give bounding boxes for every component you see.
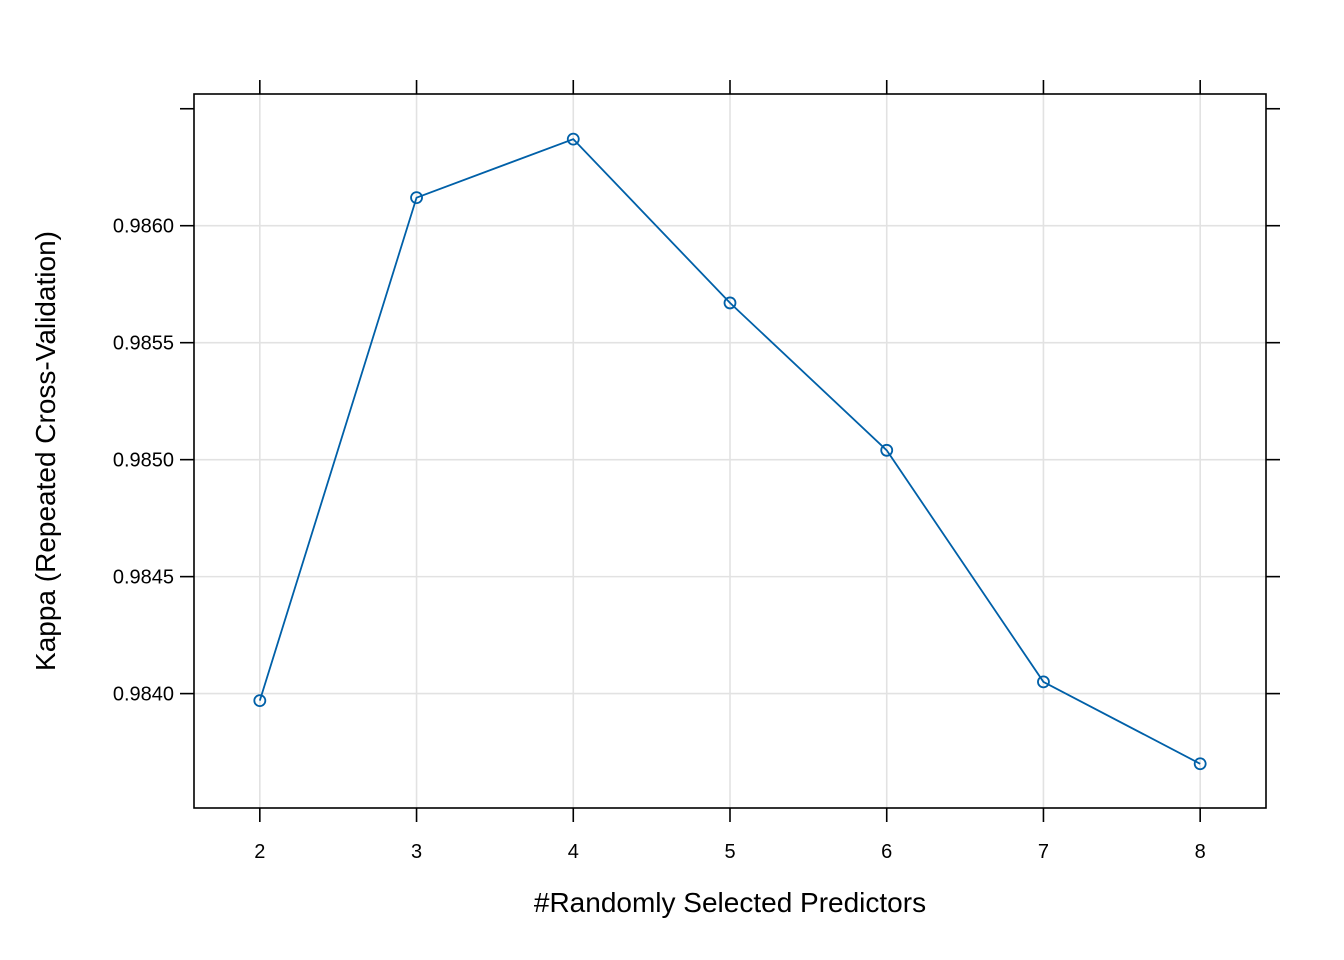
x-tick-label: 6 xyxy=(881,841,892,863)
y-tick-label: 0.9845 xyxy=(113,567,174,589)
x-tick-label: 2 xyxy=(254,841,265,863)
x-tick-label: 3 xyxy=(411,841,422,863)
x-tick-label: 4 xyxy=(568,841,579,863)
data-series xyxy=(253,132,1207,771)
x-tick-label: 8 xyxy=(1195,841,1206,863)
data-point xyxy=(253,694,267,708)
data-point xyxy=(723,296,737,310)
x-tick-label: 5 xyxy=(724,841,735,863)
x-axis-title: #Randomly Selected Predictors xyxy=(534,887,926,918)
y-axis-title: Kappa (Repeated Cross-Validation) xyxy=(30,231,61,671)
y-tick-label: 0.9840 xyxy=(113,684,174,706)
data-point xyxy=(566,132,580,146)
axes: 2 3 4 5 6 7 8 0.9840 0.9845 0.9850 0.9855 0.9860 xyxy=(113,80,1280,863)
data-point xyxy=(410,191,423,205)
data-point xyxy=(1037,675,1050,689)
y-tick-label: 0.9855 xyxy=(113,333,174,355)
y-tick-label: 0.9860 xyxy=(113,216,174,238)
series-line-0 xyxy=(258,138,1201,765)
y-tick-label: 0.9850 xyxy=(113,450,174,472)
x-tick-label: 7 xyxy=(1038,841,1049,863)
data-point xyxy=(1193,757,1207,771)
data-point xyxy=(880,443,894,457)
